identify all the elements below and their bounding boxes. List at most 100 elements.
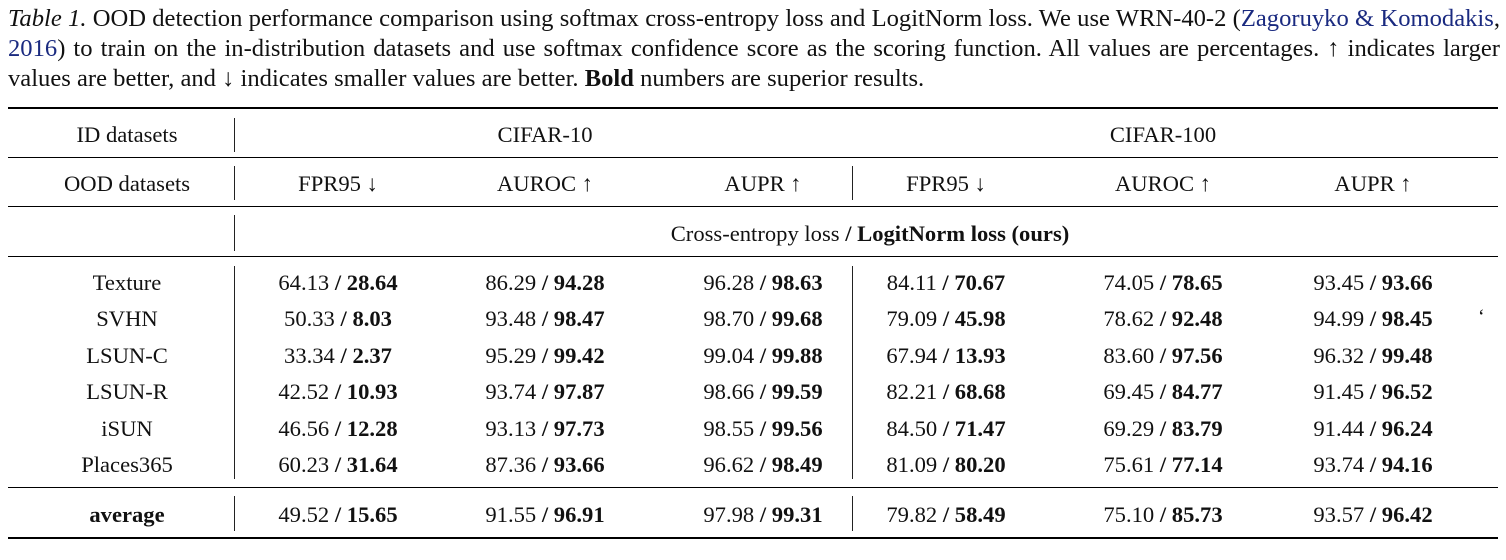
table-cell-2-1: 95.29 / 99.42 (435, 342, 655, 370)
value-separator: / (936, 270, 955, 295)
baseline-value: 98.55 (703, 415, 755, 441)
table-cell-0-4: 74.05 / 78.65 (1053, 269, 1273, 297)
logitnorm-value: 80.20 (954, 452, 1006, 477)
id-datasets-header: ID datasets (76, 122, 178, 147)
baseline-value: 75.10 (1103, 502, 1155, 527)
table-cell-3-3: 82.21 / 68.68 (836, 378, 1056, 406)
logitnorm-value: 99.48 (1381, 342, 1433, 368)
stray-mark: ‘ (1478, 306, 1485, 328)
logitnorm-value: 70.67 (954, 270, 1006, 295)
baseline-value: 96.28 (703, 270, 755, 295)
baseline-value: 98.66 (703, 379, 755, 405)
baseline-value: 84.11 (886, 270, 937, 295)
value-separator: / (754, 502, 772, 527)
value-separator: / (754, 306, 772, 332)
value-separator: / (334, 306, 353, 332)
table-cell-4-2: 98.55 / 99.56 (653, 415, 873, 443)
value-separator: / (536, 502, 554, 527)
baseline-value: 78.62 (1103, 306, 1155, 332)
value-separator: / (937, 306, 955, 332)
citation-link-author-2[interactable]: & Komodakis (1355, 5, 1494, 32)
logitnorm-value: 99.31 (771, 502, 823, 527)
baseline-value: 93.74 (1313, 452, 1365, 477)
value-separator: / (536, 415, 554, 441)
baseline-value: 99.04 (703, 342, 755, 368)
logitnorm-value: 98.49 (771, 452, 823, 477)
value-separator: / (1154, 452, 1172, 477)
value-separator: / (1364, 379, 1382, 405)
value-separator: / (1364, 502, 1382, 527)
logitnorm-value: 97.87 (553, 379, 605, 405)
subheader-plain: Cross-entropy loss (670, 221, 840, 246)
baseline-value: 74.05 (1103, 270, 1155, 295)
baseline-value: 87.36 (485, 452, 537, 477)
value-separator: / (1154, 415, 1172, 441)
table-cell-3-2: 98.66 / 99.59 (653, 378, 873, 406)
table-cell-2-3: 67.94 / 13.93 (836, 342, 1056, 370)
table-rule-3 (8, 256, 1498, 258)
table-cell-2-4: 83.60 / 97.56 (1053, 342, 1273, 370)
value-separator: / (754, 379, 772, 405)
baseline-value: 91.45 (1313, 379, 1365, 405)
caption-label: Table 1. (8, 5, 87, 32)
first-column-divider-2 (234, 215, 236, 251)
value-separator: / (1364, 306, 1382, 332)
citation-separator: , (1493, 5, 1500, 32)
logitnorm-value: 28.64 (346, 270, 398, 295)
table-cell-2-0: 33.34 / 2.37 (228, 342, 448, 370)
row-label-average: average (17, 501, 237, 529)
baseline-value: 79.09 (886, 306, 938, 332)
baseline-value: 86.29 (485, 270, 537, 295)
table-cell-1-0: 50.33 / 8.03 (228, 305, 448, 333)
metric-header-5: AUPR ↑ (1334, 171, 1412, 196)
table-cell-0-0: 64.13 / 28.64 (228, 269, 448, 297)
baseline-value: 81.09 (886, 452, 938, 477)
metric-header-1: AUROC ↑ (496, 171, 594, 196)
table-cell-4-4: 69.29 / 83.79 (1053, 415, 1273, 443)
value-separator: / (334, 342, 353, 368)
citation-link-year[interactable]: 2016 (8, 35, 58, 62)
table-cell-1-5: 94.99 / 98.45 (1263, 305, 1483, 333)
logitnorm-value: 13.93 (954, 342, 1006, 368)
table-rule-0 (8, 107, 1498, 109)
value-separator: / (937, 452, 955, 477)
value-separator: / (937, 502, 955, 527)
subheader-separator: / (839, 221, 858, 246)
metric-header-3: FPR95 ↓ (906, 171, 986, 196)
group-divider-1 (852, 266, 854, 479)
logitnorm-value: 45.98 (954, 306, 1006, 332)
table-cell-0-3: 84.11 / 70.67 (836, 269, 1056, 297)
table-cell-average-2: 97.98 / 99.31 (653, 501, 873, 529)
value-separator: / (1364, 415, 1382, 441)
baseline-value: 96.62 (703, 452, 755, 477)
value-separator: / (536, 342, 554, 368)
ood-datasets-header: OOD datasets (63, 171, 191, 196)
baseline-value: 83.60 (1103, 342, 1155, 368)
caption-text-2: ) to train on the in-distribution datase… (8, 35, 1500, 92)
logitnorm-value: 78.65 (1171, 270, 1223, 295)
citation-link-author[interactable]: Zagoruyko (1240, 5, 1349, 32)
table-cell-1-3: 79.09 / 45.98 (836, 305, 1056, 333)
row-label-1: SVHN (96, 306, 158, 332)
baseline-value: 93.57 (1313, 502, 1365, 527)
value-separator: / (536, 270, 554, 295)
row-label-0: Texture (92, 270, 162, 295)
table-caption: Table 1. OOD detection performance compa… (8, 4, 1500, 94)
baseline-value: 67.94 (886, 342, 938, 368)
baseline-value: 64.13 (278, 270, 330, 295)
table-cell-2-2: 99.04 / 99.88 (653, 342, 873, 370)
logitnorm-value: 93.66 (1381, 270, 1433, 295)
table-cell-average-5: 93.57 / 96.42 (1263, 501, 1483, 529)
logitnorm-value: 8.03 (352, 306, 392, 332)
logitnorm-value: 97.56 (1171, 342, 1223, 368)
logitnorm-value: 93.66 (553, 452, 605, 477)
logitnorm-value: 96.91 (553, 502, 605, 527)
row-label-3: LSUN-R (86, 379, 168, 405)
first-column-divider-3 (234, 266, 236, 479)
baseline-value: 91.55 (485, 502, 537, 527)
baseline-value: 93.45 (1313, 270, 1365, 295)
table-cell-5-0: 60.23 / 31.64 (228, 451, 448, 479)
baseline-value: 95.29 (485, 342, 537, 368)
value-separator: / (937, 379, 955, 405)
logitnorm-value: 68.68 (954, 379, 1006, 405)
